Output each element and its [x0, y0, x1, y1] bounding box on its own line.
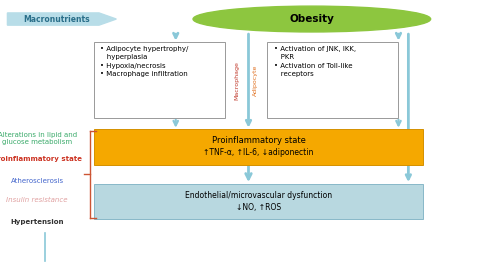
- Text: Obesity: Obesity: [290, 14, 334, 24]
- Text: Insulin resistance: Insulin resistance: [6, 197, 68, 203]
- Text: ↑TNF-α, ↑IL-6, ↓adiponectin: ↑TNF-α, ↑IL-6, ↓adiponectin: [203, 148, 314, 157]
- FancyArrow shape: [7, 13, 116, 25]
- Text: • Adipocyte hypertrophy/
   hyperplasia
• Hypoxia/necrosis
• Macrophage infiltra: • Adipocyte hypertrophy/ hyperplasia • H…: [100, 46, 189, 77]
- Text: Endothelial/microvascular dysfunction: Endothelial/microvascular dysfunction: [185, 191, 332, 200]
- Text: Proinflammatory state: Proinflammatory state: [0, 156, 82, 162]
- Text: Atherosclerosis: Atherosclerosis: [10, 178, 64, 184]
- Ellipse shape: [193, 6, 431, 32]
- FancyBboxPatch shape: [94, 42, 225, 118]
- FancyBboxPatch shape: [267, 42, 398, 118]
- FancyBboxPatch shape: [94, 129, 423, 165]
- Text: ↓NO, ↑ROS: ↓NO, ↑ROS: [236, 203, 281, 212]
- Text: Alterations in lipid and
glucose metabolism: Alterations in lipid and glucose metabol…: [0, 132, 77, 145]
- Text: Hypertension: Hypertension: [10, 219, 64, 225]
- Text: Macronutrients: Macronutrients: [24, 14, 90, 24]
- Text: Adipocyte: Adipocyte: [253, 64, 258, 96]
- Text: • Activation of JNK, IKK,
   PKR
• Activation of Toll-like
   receptors: • Activation of JNK, IKK, PKR • Activati…: [274, 46, 356, 77]
- FancyBboxPatch shape: [94, 184, 423, 219]
- Text: Proinflammatory state: Proinflammatory state: [212, 136, 305, 146]
- Text: Macrophage: Macrophage: [234, 61, 239, 100]
